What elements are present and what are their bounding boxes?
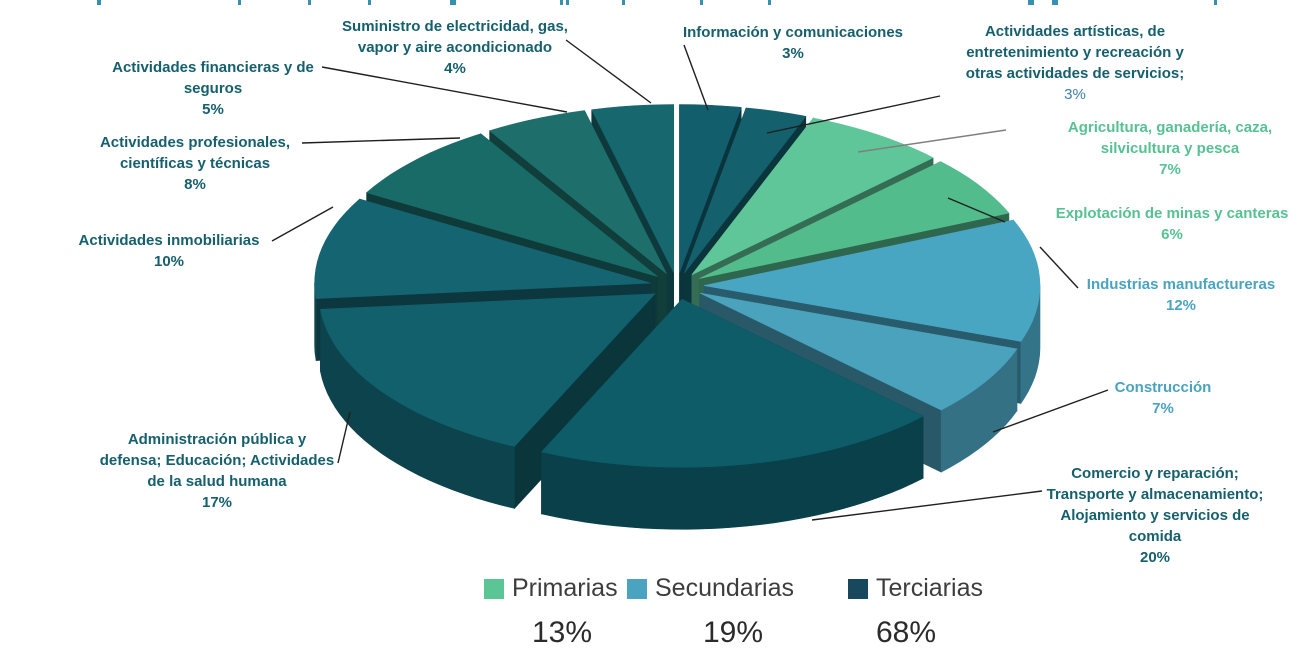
callout-line: seguros — [183, 80, 243, 97]
callout-construccion: Construcción 7% — [1073, 377, 1253, 419]
callout-line: Comercio y reparación; — [1071, 465, 1239, 482]
group-pct-primarias: 13% — [531, 616, 593, 649]
pie-slice-comercio — [540, 298, 924, 530]
callout-percent: 12% — [1165, 297, 1197, 314]
legend-swatch-primarias — [484, 578, 504, 599]
callout-percent: 3% — [1064, 86, 1086, 103]
callout-percent: 3% — [782, 45, 804, 62]
legend-item-secundarias: Secundarias — [627, 574, 794, 603]
clipped-title-descender — [97, 0, 101, 5]
callout-line: de la salud humana — [147, 473, 287, 490]
callout-line: científicas y técnicas — [119, 155, 271, 172]
callout-comercio: Comercio y reparación; Transporte y almac… — [1020, 463, 1290, 568]
legend-swatch-terciarias — [848, 578, 868, 599]
callout-percent: 8% — [184, 176, 206, 193]
callout-percent: 7% — [1152, 400, 1174, 417]
callout-percent: 6% — [1161, 226, 1183, 243]
clipped-title-descender — [560, 0, 563, 5]
clipped-title-descender — [700, 0, 703, 5]
callout-profesionales: Actividades profesionales, científicas y … — [83, 132, 308, 195]
legend-item-primarias: Primarias — [484, 574, 618, 603]
callout-line: Suministro de electricidad, gas, — [342, 18, 568, 35]
clipped-title-descender — [1214, 0, 1217, 5]
clipped-title-descender — [622, 0, 625, 5]
callout-line: entretenimiento y recreación y — [966, 44, 1184, 61]
callout-line: Transporte y almacenamiento; — [1046, 486, 1264, 503]
legend-label-terciarias: Terciarias — [876, 574, 983, 602]
legend-label-secundarias: Secundarias — [655, 574, 794, 602]
callout-line: otras actividades de servicios; — [965, 65, 1185, 82]
callout-line: vapor y aire acondicionado — [357, 39, 553, 56]
clipped-title-descender — [238, 0, 241, 5]
callout-informacion: Información y comunicaciones 3% — [678, 22, 908, 64]
clipped-title-descender — [1028, 0, 1034, 5]
clipped-title-descender — [308, 0, 311, 5]
callout-line: silvicultura y pesca — [1100, 140, 1240, 157]
callout-percent: 17% — [201, 494, 233, 511]
callout-administracion: Administración pública y defensa; Educaci… — [87, 429, 347, 513]
callout-agricultura: Agricultura, ganadería, caza, silvicultur… — [1015, 117, 1305, 180]
legend-label-primarias: Primarias — [512, 574, 618, 602]
clipped-title-descender — [1052, 0, 1058, 5]
callout-suministro: Suministro de electricidad, gas, vapor y … — [325, 16, 585, 79]
callout-line: Industrias manufactureras — [1086, 276, 1276, 293]
callout-line: Información y comunicaciones — [682, 24, 904, 41]
clipped-title-descender — [566, 0, 569, 5]
callout-financieras: Actividades financieras y de seguros 5% — [98, 57, 328, 120]
callout-percent: 10% — [153, 253, 185, 270]
callout-percent: 20% — [1139, 549, 1171, 566]
callout-line: Administración pública y — [127, 431, 307, 448]
callout-line: Actividades artísticas, de — [984, 23, 1166, 40]
clipped-title-descender — [768, 0, 771, 5]
leader-lines — [271, 39, 1109, 521]
callout-inmobiliarias: Actividades inmobiliarias 10% — [64, 230, 274, 272]
legend-swatch-secundarias — [627, 578, 647, 599]
callout-line: comida — [1128, 528, 1182, 545]
callout-percent: 5% — [202, 101, 224, 118]
callout-manufactureras: Industrias manufactureras 12% — [1061, 274, 1301, 316]
callout-line: Agricultura, ganadería, caza, — [1067, 119, 1273, 136]
legend-item-terciarias: Terciarias — [848, 574, 983, 603]
callout-line: Actividades profesionales, — [99, 134, 291, 151]
callout-percent: 7% — [1159, 161, 1181, 178]
callout-artisticas: Actividades artísticas, de entretenimient… — [950, 21, 1200, 105]
callout-line: Construcción — [1114, 379, 1212, 396]
callout-line: Alojamiento y servicios de — [1060, 507, 1250, 524]
callout-minas: Explotación de minas y canteras 6% — [1002, 203, 1305, 245]
callout-line: defensa; Educación; Actividades — [99, 452, 335, 469]
clipped-title-descender — [368, 0, 371, 5]
group-pct-secundarias: 19% — [702, 616, 764, 649]
clipped-title-descender — [450, 0, 456, 5]
callout-percent: 4% — [444, 60, 466, 77]
group-pct-terciarias: 68% — [875, 616, 937, 649]
callout-line: Actividades financieras y de — [112, 59, 314, 76]
callout-line: Explotación de minas y canteras — [1055, 205, 1289, 222]
callout-line: Actividades inmobiliarias — [78, 232, 260, 249]
